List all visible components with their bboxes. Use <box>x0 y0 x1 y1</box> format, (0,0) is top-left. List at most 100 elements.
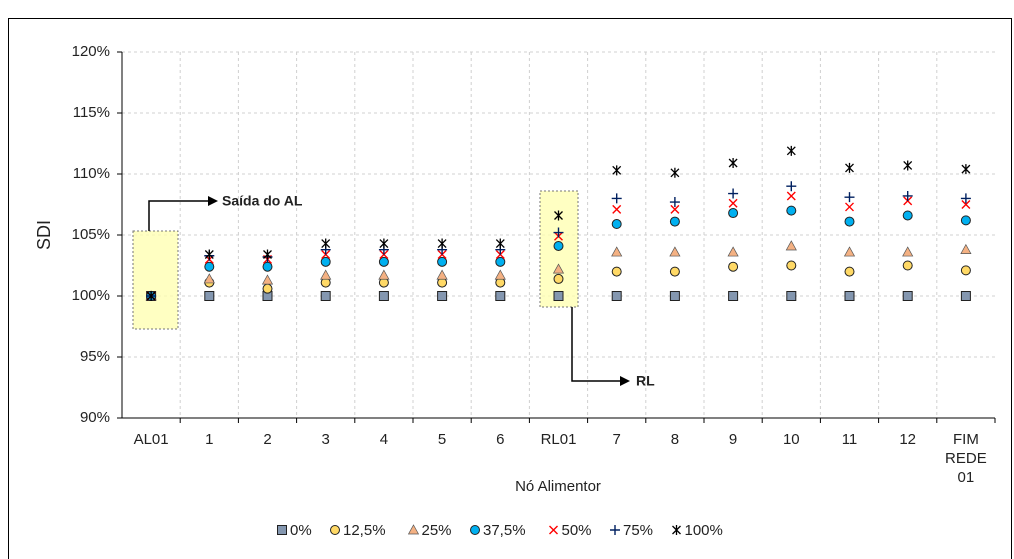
marker <box>785 240 797 251</box>
marker <box>669 246 681 257</box>
y-tick-label: 120% <box>72 43 110 60</box>
marker <box>728 291 739 301</box>
marker <box>961 164 971 175</box>
marker <box>378 256 389 267</box>
marker <box>669 197 680 208</box>
marker <box>437 256 448 267</box>
marker <box>612 204 622 214</box>
marker <box>727 246 739 257</box>
y-tick-label: 105% <box>72 226 110 243</box>
arrow-head <box>208 196 218 206</box>
legend-label: 0% <box>290 522 312 539</box>
marker <box>146 291 156 301</box>
marker <box>960 243 972 254</box>
marker <box>902 260 913 271</box>
marker <box>844 216 855 227</box>
annotation: Saída do AL <box>222 193 303 209</box>
marker <box>786 145 796 156</box>
marker <box>320 291 331 301</box>
x-tick-label: 2 <box>263 431 271 448</box>
x-tick-label: 8 <box>671 431 679 448</box>
marker <box>611 291 622 301</box>
marker <box>261 274 274 285</box>
marker <box>320 256 331 267</box>
marker <box>611 219 622 230</box>
y-tick-label: 100% <box>72 287 110 304</box>
x-tick-label: 5 <box>438 431 446 448</box>
marker <box>262 261 273 272</box>
marker <box>786 291 797 301</box>
marker <box>437 238 447 249</box>
marker <box>845 202 854 212</box>
marker <box>728 208 739 219</box>
marker <box>379 238 389 249</box>
marker <box>612 165 622 176</box>
marker <box>436 269 448 280</box>
marker <box>611 193 622 204</box>
marker <box>262 283 273 294</box>
x-tick-label: 7 <box>613 431 621 448</box>
legend-marker <box>330 525 340 535</box>
legend-marker <box>277 525 287 535</box>
marker <box>786 191 796 201</box>
marker <box>728 261 739 272</box>
annotation-arrow <box>571 307 620 382</box>
marker <box>960 215 971 226</box>
x-tick-label: AL01 <box>134 431 169 448</box>
marker <box>902 210 913 221</box>
marker <box>960 265 971 276</box>
marker <box>786 181 797 192</box>
marker <box>728 198 738 208</box>
annotation: RL <box>636 373 655 389</box>
marker <box>378 291 389 301</box>
marker <box>902 190 913 201</box>
x-tick-label: 4 <box>380 431 388 448</box>
marker <box>960 193 971 204</box>
marker <box>669 266 680 277</box>
marker <box>204 261 215 272</box>
x-axis-title: Nó Alimentor <box>515 478 601 495</box>
marker <box>494 269 506 280</box>
marker <box>786 205 797 216</box>
annotation-arrow <box>148 200 208 231</box>
x-tick-label: 12 <box>899 431 916 448</box>
legend-label: 100% <box>685 522 723 539</box>
marker <box>495 238 505 249</box>
marker <box>611 266 622 277</box>
marker <box>903 160 913 171</box>
marker <box>844 192 855 203</box>
marker <box>902 246 914 257</box>
marker <box>553 291 564 301</box>
marker <box>204 249 214 260</box>
marker <box>844 266 855 277</box>
marker <box>495 291 506 301</box>
y-axis-title: SDI <box>34 220 54 250</box>
marker <box>786 260 797 271</box>
legend-marker <box>610 525 620 535</box>
x-tick-label: FIM REDE 01 <box>945 431 987 486</box>
legend-label: 37,5% <box>483 522 526 539</box>
marker <box>960 291 971 301</box>
x-tick-label: RL01 <box>541 431 577 448</box>
marker <box>552 263 565 274</box>
marker <box>843 246 856 257</box>
marker <box>961 200 971 209</box>
marker <box>728 188 739 199</box>
marker <box>495 256 506 267</box>
marker <box>204 291 215 301</box>
marker <box>669 216 680 227</box>
arrow-head <box>620 376 630 386</box>
marker <box>670 204 680 214</box>
legend-label: 12,5% <box>343 522 386 539</box>
legend-marker <box>549 525 558 535</box>
x-tick-label: 6 <box>496 431 504 448</box>
marker <box>845 162 854 173</box>
x-tick-label: 3 <box>322 431 330 448</box>
marker <box>553 227 564 238</box>
highlight-box <box>132 230 179 330</box>
marker <box>203 273 215 284</box>
marker <box>321 238 331 249</box>
marker <box>320 269 332 280</box>
y-tick-label: 95% <box>80 348 110 365</box>
legend-marker <box>672 525 681 535</box>
